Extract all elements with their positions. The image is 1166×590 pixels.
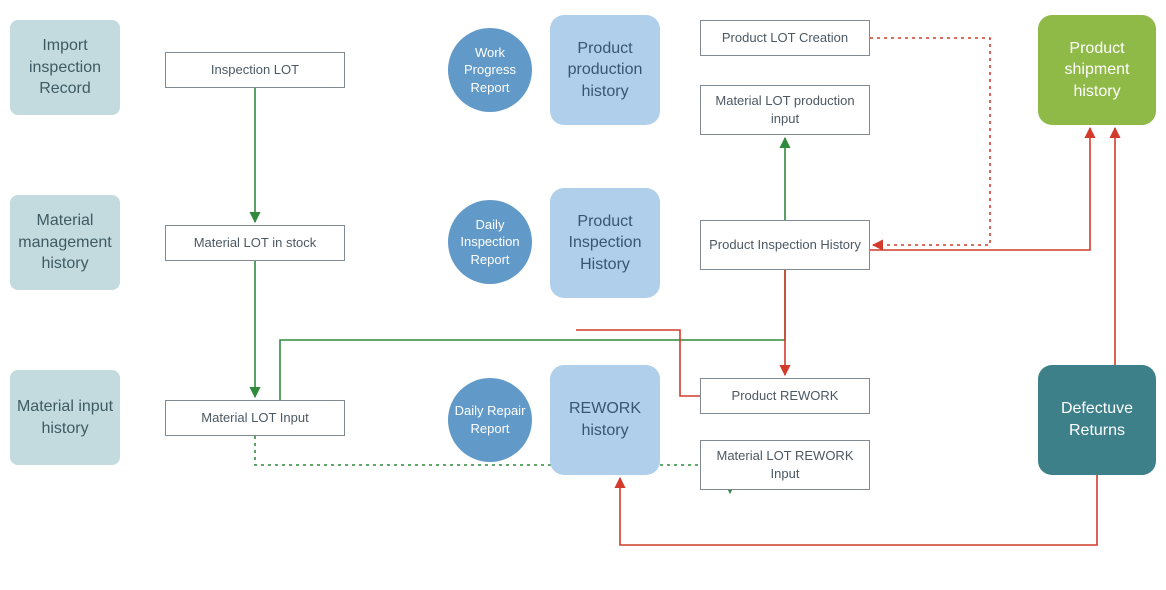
box-lot-create-label: Product LOT Creation: [722, 29, 848, 47]
sub-insp-hist-label: Product Inspection History: [556, 211, 654, 276]
circ-repair-label: Daily Repair Report: [452, 402, 528, 437]
circ-daily-label: Daily Inspection Report: [452, 216, 528, 269]
edge-4: [870, 38, 990, 245]
box-prod-insp-label: Product Inspection History: [709, 236, 861, 254]
teal-defect-label: Defectuve Returns: [1044, 398, 1150, 441]
box-mat-prod-in: Material LOT production input: [700, 85, 870, 135]
edge-5: [870, 128, 1090, 250]
box-mat-stock-label: Material LOT in stock: [194, 234, 317, 252]
cat-import-label: Import inspection Record: [16, 35, 114, 100]
cat-import: Import inspection Record: [10, 20, 120, 115]
box-lot-create: Product LOT Creation: [700, 20, 870, 56]
sub-insp-hist: Product Inspection History: [550, 188, 660, 298]
teal-defect: Defectuve Returns: [1038, 365, 1156, 475]
cat-input: Material input history: [10, 370, 120, 465]
green-ship: Product shipment history: [1038, 15, 1156, 125]
circ-daily: Daily Inspection Report: [448, 200, 532, 284]
box-mat-rework: Material LOT REWORK Input: [700, 440, 870, 490]
box-insp-lot-label: Inspection LOT: [211, 61, 299, 79]
sub-rework: REWORK history: [550, 365, 660, 475]
box-mat-stock: Material LOT in stock: [165, 225, 345, 261]
box-prod-rework: Product REWORK: [700, 378, 870, 414]
box-mat-rework-label: Material LOT REWORK Input: [709, 447, 861, 482]
box-prod-insp: Product Inspection History: [700, 220, 870, 270]
sub-prod-hist-label: Product production history: [556, 38, 654, 103]
box-mat-input: Material LOT Input: [165, 400, 345, 436]
circ-work-label: Work Progress Report: [452, 44, 528, 97]
circ-work: Work Progress Report: [448, 28, 532, 112]
sub-prod-hist: Product production history: [550, 15, 660, 125]
cat-material: Material management history: [10, 195, 120, 290]
box-insp-lot: Inspection LOT: [165, 52, 345, 88]
box-prod-rework-label: Product REWORK: [732, 387, 839, 405]
cat-material-label: Material management history: [16, 210, 114, 275]
cat-input-label: Material input history: [16, 396, 114, 439]
sub-rework-label: REWORK history: [556, 398, 654, 441]
green-ship-label: Product shipment history: [1044, 38, 1150, 103]
circ-repair: Daily Repair Report: [448, 378, 532, 462]
box-mat-input-label: Material LOT Input: [201, 409, 308, 427]
box-mat-prod-in-label: Material LOT production input: [709, 92, 861, 127]
